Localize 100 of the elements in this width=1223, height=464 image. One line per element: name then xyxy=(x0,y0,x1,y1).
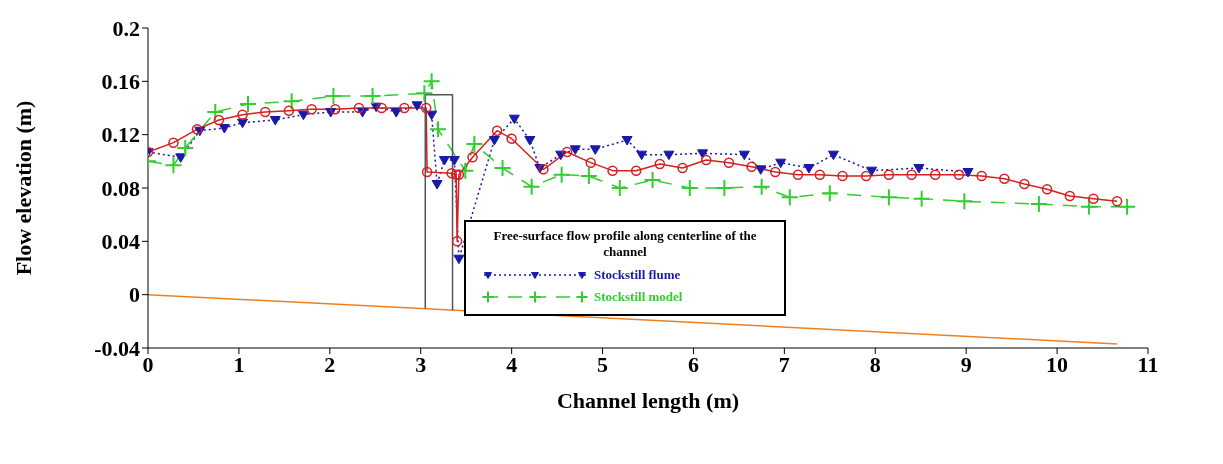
point xyxy=(723,157,735,168)
point xyxy=(421,166,433,178)
point xyxy=(1088,193,1099,204)
point xyxy=(390,108,402,118)
point xyxy=(883,169,895,180)
point xyxy=(715,179,734,197)
point xyxy=(999,173,1010,184)
point xyxy=(282,92,301,111)
point xyxy=(962,168,974,178)
x-tick-label: 10 xyxy=(1046,351,1069,377)
point xyxy=(453,254,465,265)
point xyxy=(569,145,581,155)
point xyxy=(431,180,443,190)
point xyxy=(506,133,517,144)
point xyxy=(953,169,965,180)
point xyxy=(438,156,450,166)
point xyxy=(630,165,642,176)
x-axis-title: Channel length (m) xyxy=(556,388,740,413)
point xyxy=(837,170,848,182)
point xyxy=(654,158,666,170)
point xyxy=(906,169,917,180)
point xyxy=(866,166,878,177)
point xyxy=(879,188,898,207)
point xyxy=(213,114,225,126)
x-tick-label: 3 xyxy=(415,351,427,377)
y-tick-label: 0.08 xyxy=(101,175,140,201)
point xyxy=(176,139,195,157)
point xyxy=(561,146,573,158)
point xyxy=(827,150,839,161)
point xyxy=(913,164,925,174)
point xyxy=(260,106,271,118)
point xyxy=(411,101,423,111)
point xyxy=(755,165,767,175)
point xyxy=(792,169,804,180)
y-tick-label: 0.12 xyxy=(101,122,140,148)
y-tick-label: -0.04 xyxy=(94,335,140,361)
point xyxy=(589,145,601,155)
point xyxy=(415,84,434,103)
point xyxy=(1019,178,1030,190)
point xyxy=(930,169,941,180)
point xyxy=(237,109,248,120)
point xyxy=(770,166,781,178)
point xyxy=(552,165,571,184)
point xyxy=(353,102,365,114)
point xyxy=(621,136,633,146)
point xyxy=(814,169,826,180)
point xyxy=(451,236,463,247)
point xyxy=(955,192,974,211)
point xyxy=(522,177,541,196)
point xyxy=(448,156,460,166)
point xyxy=(493,159,512,177)
point xyxy=(752,177,771,196)
point xyxy=(206,103,225,121)
point xyxy=(1111,196,1123,207)
point xyxy=(168,137,179,148)
x-tick-label: 1 xyxy=(233,351,245,377)
point xyxy=(330,104,341,115)
point xyxy=(175,153,187,163)
y-tick-label: 0.2 xyxy=(112,15,140,41)
point xyxy=(860,170,872,182)
x-tick-label: 5 xyxy=(597,351,609,377)
point xyxy=(399,102,410,114)
point xyxy=(524,136,536,146)
point xyxy=(780,188,799,207)
point xyxy=(465,135,484,153)
point xyxy=(738,150,750,161)
point xyxy=(820,184,839,203)
point xyxy=(283,105,295,116)
point xyxy=(1029,195,1048,213)
point xyxy=(643,171,662,189)
point xyxy=(680,179,699,197)
point xyxy=(363,87,382,105)
point xyxy=(324,87,343,105)
y-tick-label: 0 xyxy=(129,282,140,308)
y-tick-label: 0.04 xyxy=(101,229,140,255)
point xyxy=(1041,184,1053,195)
x-tick-label: 6 xyxy=(687,351,699,377)
point xyxy=(607,165,618,176)
point xyxy=(422,72,441,91)
point xyxy=(610,179,629,197)
point xyxy=(420,102,432,114)
x-tick-label: 11 xyxy=(1137,351,1159,377)
point xyxy=(746,161,757,172)
point xyxy=(775,158,787,169)
point xyxy=(239,95,257,113)
point xyxy=(803,164,815,174)
point xyxy=(677,162,688,174)
point xyxy=(538,164,549,175)
legend-label: Stockstill flume xyxy=(594,266,681,283)
point xyxy=(306,104,317,115)
point xyxy=(1118,197,1137,216)
point xyxy=(585,157,596,168)
point xyxy=(488,136,500,146)
point xyxy=(467,152,478,163)
legend-label: Stockstill model xyxy=(594,288,683,305)
point xyxy=(164,156,183,175)
point xyxy=(376,102,387,114)
point xyxy=(456,161,475,180)
point xyxy=(663,150,675,161)
point xyxy=(700,154,712,166)
